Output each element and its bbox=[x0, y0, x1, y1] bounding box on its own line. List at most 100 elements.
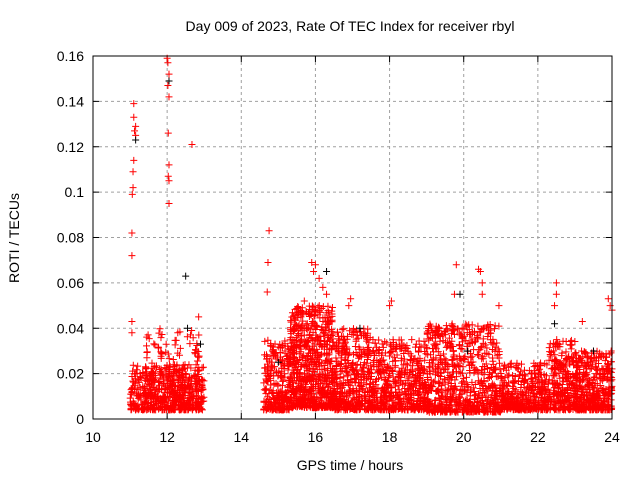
data-point bbox=[274, 389, 282, 397]
data-point bbox=[367, 400, 375, 408]
data-point bbox=[353, 406, 361, 414]
data-point bbox=[291, 390, 299, 398]
data-point bbox=[330, 342, 338, 350]
data-point bbox=[286, 381, 294, 389]
data-point bbox=[578, 317, 586, 325]
data-point bbox=[300, 401, 308, 409]
data-point bbox=[364, 355, 372, 363]
data-point bbox=[129, 361, 137, 369]
data-point bbox=[320, 362, 328, 370]
data-point bbox=[294, 332, 302, 340]
data-point bbox=[467, 330, 475, 338]
data-point bbox=[164, 59, 172, 67]
data-point bbox=[383, 362, 391, 370]
data-point bbox=[159, 392, 167, 400]
data-point bbox=[363, 337, 371, 345]
data-point bbox=[169, 398, 177, 406]
data-point bbox=[397, 354, 405, 362]
data-point bbox=[270, 363, 278, 371]
data-point bbox=[330, 368, 338, 376]
data-point bbox=[308, 371, 316, 379]
data-point bbox=[129, 378, 137, 386]
data-point bbox=[274, 382, 282, 390]
data-point bbox=[265, 398, 273, 406]
data-point bbox=[325, 309, 333, 317]
data-point bbox=[567, 336, 575, 344]
data-point bbox=[290, 353, 298, 361]
data-point bbox=[349, 387, 357, 395]
data-points bbox=[126, 54, 616, 416]
data-point bbox=[332, 354, 340, 362]
data-point bbox=[383, 381, 391, 389]
y-tick-label: 0.02 bbox=[57, 366, 84, 382]
y-tick-label: 0.14 bbox=[57, 93, 84, 109]
data-point bbox=[346, 382, 354, 390]
data-point bbox=[302, 386, 310, 394]
data-point bbox=[199, 386, 207, 394]
data-point bbox=[353, 360, 361, 368]
data-point bbox=[409, 358, 417, 366]
data-point bbox=[145, 335, 153, 343]
data-point bbox=[478, 342, 486, 350]
data-point bbox=[279, 381, 287, 389]
data-point bbox=[300, 297, 308, 305]
data-point bbox=[140, 386, 148, 394]
data-point bbox=[164, 81, 172, 89]
data-point bbox=[166, 392, 174, 400]
data-point bbox=[378, 351, 386, 359]
data-point bbox=[157, 334, 165, 342]
data-point bbox=[287, 327, 295, 335]
data-point bbox=[552, 279, 560, 287]
data-point bbox=[353, 395, 361, 403]
data-point bbox=[293, 400, 301, 408]
data-point bbox=[156, 404, 164, 412]
data-point bbox=[198, 364, 206, 372]
data-point bbox=[352, 361, 360, 369]
data-point bbox=[478, 290, 486, 298]
data-point bbox=[164, 350, 172, 358]
data-point bbox=[162, 340, 170, 348]
data-point bbox=[176, 344, 184, 352]
data-point bbox=[268, 402, 276, 410]
data-point bbox=[317, 397, 325, 405]
data-point bbox=[420, 385, 428, 393]
data-point bbox=[156, 325, 164, 333]
data-point bbox=[278, 368, 286, 376]
data-point bbox=[281, 347, 289, 355]
data-point bbox=[327, 317, 335, 325]
data-point bbox=[181, 361, 189, 369]
data-point bbox=[164, 377, 172, 385]
data-point bbox=[338, 360, 346, 368]
data-point bbox=[326, 377, 334, 385]
data-point bbox=[312, 335, 320, 343]
data-point bbox=[360, 361, 368, 369]
data-point bbox=[301, 370, 309, 378]
data-point bbox=[328, 303, 336, 311]
data-point bbox=[303, 376, 311, 384]
data-point bbox=[160, 393, 168, 401]
data-point bbox=[287, 317, 295, 325]
data-point bbox=[127, 390, 135, 398]
data-point bbox=[328, 335, 336, 343]
data-point bbox=[358, 383, 366, 391]
data-point bbox=[260, 405, 268, 413]
data-point bbox=[328, 357, 336, 365]
data-point bbox=[324, 321, 332, 329]
data-point bbox=[314, 387, 322, 395]
data-point bbox=[165, 177, 173, 185]
data-point bbox=[318, 394, 326, 402]
data-point bbox=[343, 368, 351, 376]
x-axis-label: GPS time / hours bbox=[297, 457, 404, 473]
data-point bbox=[143, 348, 151, 356]
data-point bbox=[299, 391, 307, 399]
data-point bbox=[148, 359, 156, 367]
data-point bbox=[303, 355, 311, 363]
data-point bbox=[301, 376, 309, 384]
data-point bbox=[562, 337, 570, 345]
data-point bbox=[178, 387, 186, 395]
data-point bbox=[343, 391, 351, 399]
x-tick-label: 12 bbox=[159, 429, 175, 445]
data-point bbox=[400, 350, 408, 358]
data-point bbox=[152, 390, 160, 398]
data-point bbox=[352, 370, 360, 378]
